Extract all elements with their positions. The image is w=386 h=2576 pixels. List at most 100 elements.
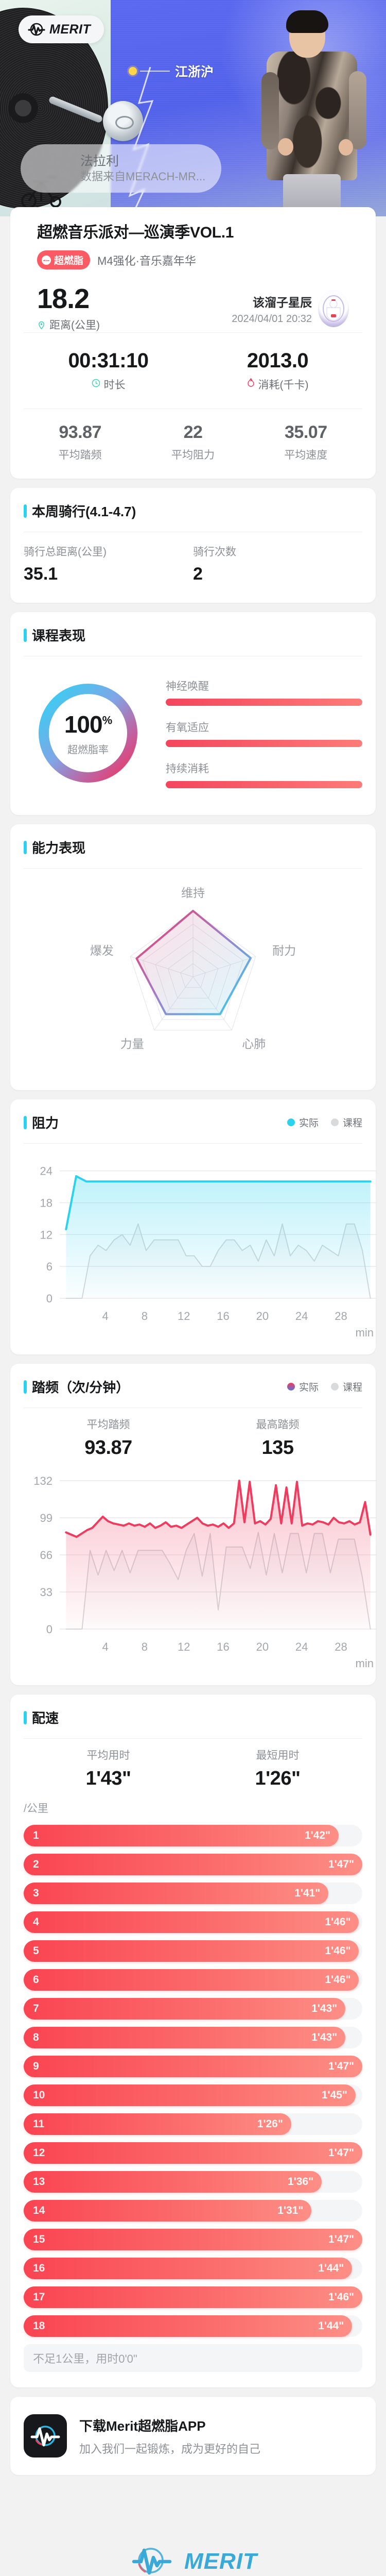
pace-value: 1'47" [328, 2233, 354, 2245]
metric-label: 平均速度 [284, 449, 328, 461]
pace-row: 2 1'47" [24, 1854, 362, 1875]
radar-axis-label: 维持 [181, 886, 205, 900]
accent-bar [24, 504, 27, 518]
week-ride-card: 本周骑行(4.1-4.7) 骑行总距离(公里) 35.1 骑行次数 2 [10, 488, 376, 603]
pace-card: 配速 平均用时 1'43" 最短用时 1'26" /公里 1 1'42" 2 1'47… [10, 1694, 376, 2387]
pace-value: 1'46" [325, 1945, 351, 1957]
pace-value: 1'31" [277, 2205, 304, 2216]
pace-row: 16 1'44" [24, 2258, 362, 2279]
ability-performance-card: 能力表现 维持 耐力 心肺 力量 爆发 [10, 824, 376, 1090]
device-name: 法拉利 [80, 154, 119, 168]
pace-value: 1'41" [294, 1887, 321, 1899]
perf-bar-fill [166, 699, 362, 706]
week-title-wrap: 本周骑行(4.1-4.7) [24, 501, 136, 520]
x-axis-tick: 12 [178, 1310, 190, 1323]
chart-line-实际 [65, 1175, 372, 1230]
x-axis-tick: 4 [102, 1310, 108, 1323]
x-axis-tick: 16 [217, 1310, 229, 1323]
stat-value: 135 [261, 1437, 294, 1459]
cadence-avg: 平均踏频 93.87 [24, 1416, 193, 1459]
pace-row: 10 1'45" [24, 2084, 362, 2106]
pace-index: 5 [33, 1945, 39, 1957]
resistance-title: 阻力 [32, 1115, 59, 1131]
pace-index: 2 [33, 1858, 39, 1870]
location-chip: 江浙沪 [129, 62, 214, 80]
user-block: 该溜子星辰 2024/04/01 20:32 [232, 290, 349, 327]
resistance-header: 阻力 实际 课程 [24, 1099, 362, 1143]
pace-bar: 6 1'46" [24, 1969, 359, 1991]
footer-brand: MERIT [0, 2484, 386, 2576]
pace-row: 1 1'42" [24, 1825, 362, 1846]
pace-row: 17 1'46" [24, 2286, 362, 2308]
pace-value: 1'47" [328, 1858, 354, 1870]
pace-index: 6 [33, 1974, 39, 1986]
page-title: 超燃音乐派对—巡演季VOL.1 [37, 224, 234, 241]
metric-value: 22 [183, 422, 203, 442]
secondary-metrics: 93.87 平均踏频 22 平均阻力 35.07 平均速度 [24, 409, 362, 479]
x-axis-tick: 28 [335, 1310, 347, 1323]
ability-header: 能力表现 [24, 824, 362, 868]
divider [24, 1738, 362, 1739]
accent-bar [24, 1380, 27, 1394]
resistance-legend: 实际 课程 [287, 1115, 362, 1129]
cadence-legend: 实际 课程 [287, 1380, 362, 1394]
week-cell-value: 35.1 [24, 564, 58, 584]
legend-label: 实际 [299, 1382, 319, 1393]
perf-bar-aerobic: 有氧适应 [166, 719, 362, 747]
week-ride-count: 骑行次数 2 [193, 544, 362, 584]
week-total-distance: 骑行总距离(公里) 35.1 [24, 544, 193, 584]
location-pin-icon [37, 320, 46, 329]
y-axis-tick: 24 [40, 1165, 52, 1178]
radar-axis-label: 耐力 [272, 944, 296, 957]
badge-label: 超燃脂 [54, 256, 84, 266]
pace-index: 1 [33, 1829, 39, 1841]
app-download-row[interactable]: 下载Merit超燃脂APP 加入我们一起锻炼，成为更好的自己 [24, 2397, 362, 2475]
pace-avg: 平均用时 1'43" [24, 1747, 193, 1790]
legend-dot-icon [287, 1118, 295, 1126]
resistance-chart: 0 6 12 18 24 4 8 12 16 20 24 28 min [24, 1144, 377, 1354]
burn-rate-donut: 100% 超燃脂率 [24, 674, 152, 792]
pace-value: 1'44" [318, 2320, 344, 2332]
pace-row: 12 1'47" [24, 2142, 362, 2164]
x-axis-tick: 20 [256, 1640, 269, 1653]
pace-note: 不足1公里，用时0'0" [24, 2344, 362, 2372]
x-axis-unit: min [356, 1657, 374, 1669]
pace-row: 9 1'47" [24, 2056, 362, 2077]
radar-axis-label: 力量 [120, 1037, 144, 1050]
pace-row: 3 1'41" [24, 1883, 362, 1904]
pace-value: 1'36" [288, 2176, 314, 2188]
pace-index: 13 [33, 2176, 45, 2188]
week-title: 本周骑行(4.1-4.7) [32, 504, 136, 519]
chart-area-实际 [66, 1481, 371, 1629]
y-axis-tick: 99 [40, 1512, 52, 1524]
pace-index: 3 [33, 1887, 39, 1899]
pace-bar: 7 1'43" [24, 1998, 346, 2020]
pace-value: 1'45" [321, 2089, 347, 2101]
summary-hero-stats: 18.2 距离(公里) 该溜子星辰 2024/04/01 20:32 [37, 283, 349, 332]
legend-actual: 实际 [287, 1380, 319, 1394]
pace-rows-container: 1 1'42" 2 1'47" 3 1'41" 4 1'46" 5 1'46" 6 1'46" 7 1'4… [24, 1825, 362, 2337]
x-axis-tick: 4 [102, 1640, 108, 1653]
legend-dot-icon [330, 1383, 339, 1391]
distance-value: 18.2 [37, 283, 90, 314]
merit-logo-chip: MERIT [19, 15, 104, 43]
turntable-platter-decoration [103, 101, 143, 141]
merit-pulse-logo-icon [129, 2537, 176, 2576]
chart-line-实际 [65, 1480, 372, 1538]
pace-row: 15 1'47" [24, 2229, 362, 2250]
pace-row: 4 1'46" [24, 1911, 362, 1933]
pace-bar: 2 1'47" [24, 1854, 362, 1875]
burn-rate-label: 超燃脂率 [67, 744, 109, 756]
pace-index: 4 [33, 1916, 39, 1928]
course-performance-header: 课程表现 [24, 612, 362, 656]
pace-header: 配速 [24, 1694, 362, 1738]
perf-bar-label: 持续消耗 [166, 763, 209, 775]
cadence-stats: 平均踏频 93.87 最高踏频 135 [24, 1408, 362, 1464]
device-source: 数据来自MERACH-MR... [80, 170, 206, 183]
app-download-card[interactable]: 下载Merit超燃脂APP 加入我们一起锻炼，成为更好的自己 [10, 2397, 376, 2475]
metric-label: 平均踏频 [58, 449, 102, 461]
y-axis-tick: 0 [46, 1623, 52, 1636]
pace-index: 11 [33, 2118, 45, 2130]
distance-label-row: 距离(公里) [37, 317, 100, 332]
pace-title: 配速 [32, 1710, 59, 1726]
